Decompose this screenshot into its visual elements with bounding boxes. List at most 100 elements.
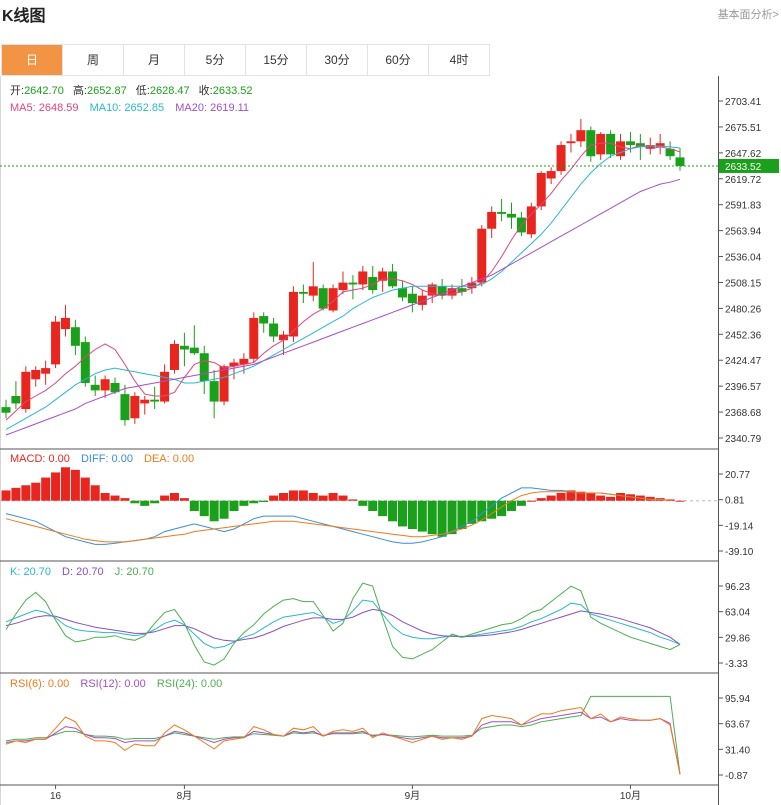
- fundamental-analysis-link[interactable]: 基本面分析>: [717, 9, 779, 21]
- tab-30min[interactable]: 30分: [307, 45, 368, 75]
- candle: [407, 293, 417, 304]
- price-tick-label: 2703.41: [725, 97, 762, 108]
- macd-bar: [288, 490, 298, 501]
- candle: [288, 291, 298, 337]
- candle: [487, 211, 497, 229]
- candle: [368, 277, 378, 291]
- candle: [31, 369, 41, 380]
- candle: [467, 282, 477, 289]
- candle: [625, 141, 635, 146]
- macd-tick-label: -19.14: [725, 521, 754, 532]
- macd-bar: [388, 500, 398, 522]
- macd-bar: [328, 492, 338, 501]
- rsi-legend: RSI(6): 0.00 RSI(12): 0.00 RSI(24): 0.00: [10, 678, 222, 690]
- tab-month[interactable]: 月: [124, 45, 185, 75]
- rsi-tick-label: 95.94: [725, 694, 750, 705]
- macd-bar: [348, 499, 358, 501]
- candle: [596, 133, 606, 155]
- candle: [209, 381, 219, 402]
- candle: [397, 288, 407, 298]
- kdj-tick-label: 29.86: [725, 633, 750, 644]
- macd-tick-label: 20.77: [725, 470, 750, 481]
- candle: [586, 130, 596, 157]
- price-tick-label: 2591.83: [725, 201, 762, 212]
- macd-bar: [397, 500, 407, 527]
- macd-bar: [60, 467, 70, 501]
- candle: [269, 323, 279, 337]
- candle: [437, 286, 447, 296]
- candle: [457, 288, 467, 292]
- candle: [447, 288, 457, 296]
- ma20-line: [5, 178, 681, 436]
- candle: [477, 228, 487, 283]
- last-price-label: 2633.52: [725, 162, 762, 173]
- macd-bar: [130, 500, 140, 504]
- candle: [348, 282, 358, 285]
- candle: [70, 327, 80, 346]
- candle: [318, 288, 328, 309]
- kdj-tick-label: -3.33: [725, 659, 748, 670]
- price-tick-label: 2396.57: [725, 382, 762, 393]
- ma10-line: [5, 145, 681, 430]
- macd-bar: [338, 495, 348, 501]
- price-pane: 2703.41 2675.51 2647.62 2619.72 2591.83 2563.…: [0, 97, 779, 445]
- kdj-pane: 96.23 63.04 29.86 -3.33: [5, 582, 750, 670]
- macd-bar: [80, 477, 90, 501]
- price-tick-label: 2424.47: [725, 356, 762, 367]
- macd-bar: [21, 485, 31, 501]
- macd-bar: [467, 500, 477, 524]
- candle: [665, 148, 675, 157]
- macd-bar: [487, 500, 497, 519]
- tab-15min[interactable]: 15分: [246, 45, 307, 75]
- macd-bar: [447, 500, 457, 535]
- macd-bar: [229, 500, 239, 512]
- macd-bar: [219, 500, 229, 519]
- macd-bar: [596, 495, 606, 501]
- candle: [279, 334, 289, 341]
- macd-bar: [427, 500, 437, 535]
- macd-bar: [249, 500, 259, 504]
- ohlc-legend: 开:2642.70 高:2652.87 低:2628.47 收:2633.52: [10, 83, 253, 97]
- macd-bar: [90, 485, 100, 501]
- macd-bar: [407, 500, 417, 530]
- macd-bar: [189, 500, 199, 512]
- tab-5min[interactable]: 5分: [185, 45, 246, 75]
- macd-bar: [269, 495, 279, 501]
- tab-week[interactable]: 周: [63, 45, 124, 75]
- macd-bar: [160, 495, 170, 501]
- candle: [556, 145, 566, 172]
- tab-4hour[interactable]: 4时: [429, 45, 490, 75]
- macd-bar: [378, 500, 388, 517]
- rsi6-line: [5, 706, 681, 775]
- candle: [417, 295, 427, 305]
- candle: [11, 395, 21, 404]
- candle: [338, 282, 348, 291]
- candle: [21, 371, 31, 409]
- price-tick-label: 2508.15: [725, 278, 762, 289]
- rsi-tick-label: -0.87: [725, 771, 748, 782]
- macd-bar: [497, 500, 507, 517]
- kdj-tick-label: 63.04: [725, 608, 750, 619]
- macd-bar: [140, 500, 150, 506]
- rsi-tick-label: 63.67: [725, 720, 750, 731]
- candle: [229, 362, 239, 367]
- price-tick-label: 2619.72: [725, 175, 762, 186]
- last-price-tag: [719, 158, 779, 173]
- macd-bar: [616, 492, 626, 501]
- candle: [120, 394, 130, 421]
- d-line: [5, 608, 681, 645]
- price-tick-label: 2647.62: [725, 149, 762, 160]
- macd-bar: [110, 495, 120, 501]
- tab-day[interactable]: 日: [2, 45, 63, 75]
- tab-60min[interactable]: 60分: [368, 45, 429, 75]
- macd-bar: [546, 495, 556, 501]
- candle: [655, 143, 665, 147]
- macd-bar: [179, 498, 189, 501]
- macd-bar: [477, 500, 487, 522]
- macd-legend: MACD: 0.00 DIFF: 0.00 DEA: 0.00: [10, 453, 194, 465]
- macd-bar: [41, 477, 51, 501]
- candle: [199, 353, 209, 382]
- macd-bar: [199, 500, 209, 517]
- candle: [546, 171, 556, 179]
